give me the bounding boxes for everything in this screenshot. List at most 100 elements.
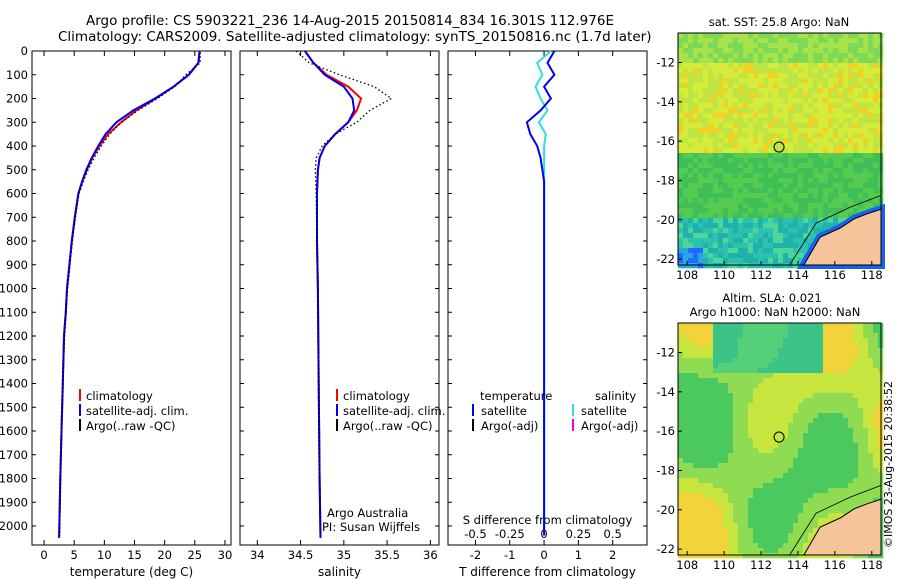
annotation-argo-australia: Argo Australia	[327, 506, 408, 520]
panel-frame-temperature	[31, 50, 232, 546]
xtick-s-label: -0.5	[464, 527, 486, 541]
xtick-label-salinity: 36	[423, 548, 438, 562]
legend-header-temperature: temperature	[480, 389, 552, 403]
ytick-label: 1100	[0, 305, 28, 319]
ytick-label: 0	[21, 44, 28, 58]
map-xtick-label: 112	[750, 268, 772, 282]
xtick-label-difference: 0	[540, 548, 547, 562]
xtick-s-label: 0.5	[604, 527, 622, 541]
map-title-sla: Altim. SLA: 0.021	[722, 291, 821, 305]
series-line-argo-salinity	[295, 50, 393, 536]
ytick-label: 1000	[0, 282, 28, 296]
map-xtick-label: 108	[676, 558, 698, 572]
title-line-2: Climatology: CARS2009. Satellite-adjuste…	[58, 29, 652, 45]
ytick-label: 900	[6, 258, 28, 272]
xtick-label-temperature: 0	[40, 548, 47, 562]
xtick-label-temperature: 25	[187, 548, 202, 562]
xtick-label-difference: -2	[470, 548, 481, 562]
map-ytick-label: -18	[656, 173, 675, 187]
timestamp-stamp: ©IMOS 23-Aug-2015 20:38:52	[882, 381, 895, 548]
xtick-s-label: -0.25	[495, 527, 525, 541]
legend-label: climatology	[86, 389, 153, 403]
panel-frame-salinity	[239, 50, 440, 546]
xtick-label-difference: 1	[575, 548, 582, 562]
xtick-label-temperature: 5	[71, 548, 78, 562]
map-ytick-label: -12	[656, 55, 675, 69]
map-sst_map	[678, 33, 885, 269]
xlabel-salinity: salinity	[318, 565, 361, 579]
map-ytick-label: -20	[656, 503, 675, 517]
title-line-1: Argo profile: CS 5903221_236 14-Aug-2015…	[86, 13, 614, 29]
ytick-label: 1600	[0, 424, 28, 438]
legend-header-salinity: salinity	[595, 389, 636, 403]
ytick-label: 400	[6, 139, 28, 153]
ytick-label: 1500	[0, 400, 28, 414]
panel-frame-difference	[447, 50, 648, 546]
map-xtick-label: 118	[861, 558, 883, 572]
map-xtick-label: 108	[676, 268, 698, 282]
ytick-label: 100	[6, 68, 28, 82]
series-line-climatology-temperature	[58, 50, 201, 538]
legend-label: satellite-adj. clim.	[343, 404, 445, 418]
ytick-label: 800	[6, 234, 28, 248]
map-ytick-label: -14	[656, 95, 675, 109]
map-ytick-label: -18	[656, 463, 675, 477]
map-xtick-label: 112	[750, 558, 772, 572]
xtick-label-salinity: 34	[250, 548, 265, 562]
xlabel-top-salinity: S difference from climatology	[463, 513, 633, 527]
ytick-label: 2000	[0, 519, 28, 533]
map-xtick-label: 110	[713, 558, 735, 572]
map-ytick-label: -16	[656, 134, 675, 148]
map-xtick-label: 114	[787, 558, 809, 572]
xlabel-difference: T difference from climatology	[458, 565, 636, 579]
xlabel-temperature: temperature (deg C)	[70, 565, 193, 579]
xtick-label-difference: 2	[609, 548, 616, 562]
ytick-label: 1400	[0, 377, 28, 391]
ytick-label: 1800	[0, 472, 28, 486]
series-line-satellite-salinity	[304, 50, 356, 538]
bathymetry-contour	[789, 195, 882, 266]
map-xtick-label: 118	[861, 268, 883, 282]
map-subtitle-sla: Argo h1000: NaN h2000: NaN	[690, 305, 861, 319]
ytick-label: 500	[6, 163, 28, 177]
map-ytick-label: -16	[656, 424, 675, 438]
map-title-sst: sat. SST: 25.8 Argo: NaN	[709, 15, 850, 29]
legend-label: climatology	[343, 389, 410, 403]
xtick-label-temperature: 10	[97, 548, 112, 562]
map-ytick-label: -14	[656, 385, 675, 399]
ytick-label: 1200	[0, 329, 28, 343]
legend-label: Argo(..raw -QC)	[343, 419, 433, 433]
xtick-label-salinity: 35.5	[374, 548, 400, 562]
map-xtick-label: 116	[824, 558, 846, 572]
series-line-argo-temperature	[59, 52, 201, 536]
series-line-temperature-satellite	[525, 50, 556, 536]
xtick-label-salinity: 35	[337, 548, 352, 562]
map-ytick-label: -22	[656, 542, 675, 556]
argo-location-marker	[773, 141, 785, 153]
ytick-label: 600	[6, 187, 28, 201]
map-ytick-label: -22	[656, 252, 675, 266]
map-sla_map	[678, 323, 884, 559]
legend-label: Argo(-adj)	[581, 419, 638, 433]
map-ytick-label: -12	[656, 345, 675, 359]
legend-label: Argo(-adj)	[481, 419, 538, 433]
ytick-label: 1900	[0, 495, 28, 509]
legend-label: Argo(..raw -QC)	[86, 419, 176, 433]
legend-label: satellite-adj. clim.	[86, 404, 188, 418]
xtick-label-temperature: 20	[157, 548, 172, 562]
ytick-label: 700	[6, 210, 28, 224]
argo-location-marker	[773, 431, 785, 443]
legend-label: satellite	[581, 404, 627, 418]
xtick-label-temperature: 30	[218, 548, 233, 562]
map-frame-sla_map	[677, 322, 882, 556]
xtick-label-temperature: 15	[127, 548, 142, 562]
xtick-label-difference: -1	[504, 548, 515, 562]
ytick-label: 300	[6, 115, 28, 129]
map-xtick-label: 110	[713, 268, 735, 282]
legend-label: satellite	[481, 404, 527, 418]
map-frame-sst_map	[677, 32, 882, 266]
series-line-climatology-salinity	[304, 50, 363, 538]
ytick-label: 1300	[0, 353, 28, 367]
xtick-s-label: 0.25	[566, 527, 592, 541]
